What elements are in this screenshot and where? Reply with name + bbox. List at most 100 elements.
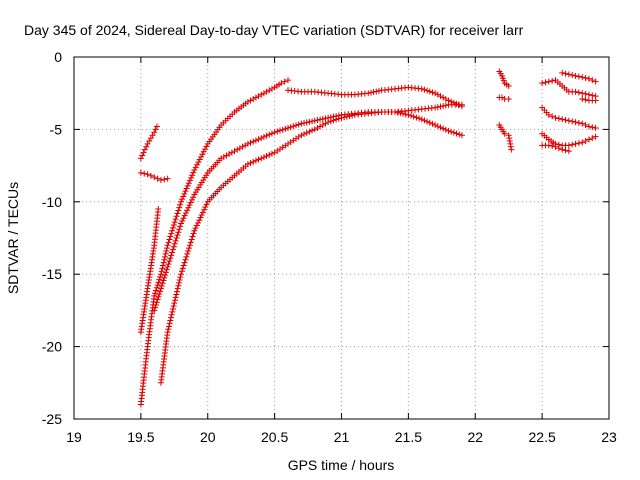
- data-point: [154, 282, 161, 289]
- data-point: [172, 237, 179, 244]
- data-point: [197, 214, 204, 221]
- data-point: [322, 115, 329, 122]
- data-point: [176, 226, 183, 233]
- x-tick-label: 19: [66, 429, 82, 445]
- chart-title: Day 345 of 2024, Sidereal Day-to-day VTE…: [24, 22, 524, 38]
- data-point: [565, 71, 572, 78]
- data-point: [167, 314, 174, 321]
- data-point: [365, 90, 372, 97]
- data-point: [314, 124, 321, 131]
- data-point: [448, 128, 455, 135]
- data-point: [453, 130, 460, 137]
- data-point: [189, 233, 196, 240]
- data-point: [562, 70, 569, 77]
- data-point: [247, 159, 254, 166]
- data-point: [250, 158, 257, 165]
- data-point: [579, 95, 586, 102]
- data-point: [188, 236, 195, 243]
- data-point: [244, 98, 251, 105]
- data-point: [418, 116, 425, 123]
- data-point: [327, 118, 334, 125]
- y-axis-tick-labels: 0 -5 -10 -15 -20 -25: [42, 49, 62, 427]
- data-point: [154, 296, 161, 303]
- data-point: [426, 88, 433, 95]
- data-point: [309, 127, 316, 134]
- data-point: [140, 149, 147, 156]
- data-point: [285, 124, 291, 131]
- data-point: [281, 78, 288, 85]
- data-point: [137, 155, 144, 162]
- data-point: [163, 248, 170, 255]
- data-point: [182, 209, 189, 216]
- data-point: [169, 305, 176, 312]
- data-point: [151, 292, 158, 299]
- data-point: [325, 119, 332, 126]
- data-point: [169, 227, 176, 234]
- data-point: [195, 159, 202, 166]
- x-tick-label: 21.5: [395, 429, 422, 445]
- data-point: [152, 301, 159, 308]
- data-point: [173, 235, 180, 241]
- data-point: [169, 249, 176, 256]
- data-point: [147, 172, 154, 179]
- x-tick-label: 23: [601, 429, 617, 445]
- data-point: [592, 124, 599, 131]
- data-point: [161, 176, 168, 183]
- data-point: [195, 219, 202, 226]
- data-point: [582, 96, 589, 103]
- data-point: [168, 311, 175, 318]
- data-point: [158, 268, 165, 275]
- series-track-10: [496, 122, 515, 153]
- data-point: [268, 150, 275, 157]
- data-point: [333, 116, 340, 123]
- data-point: [163, 266, 170, 273]
- data-point: [442, 95, 449, 102]
- data-point: [177, 274, 184, 281]
- data-point: [144, 171, 151, 178]
- data-point: [169, 224, 176, 231]
- data-point: [185, 204, 192, 211]
- data-point: [279, 126, 286, 133]
- data-point: [549, 77, 556, 84]
- data-point: [579, 139, 586, 146]
- data-point: [174, 210, 181, 217]
- data-point: [579, 90, 586, 97]
- data-point: [244, 140, 251, 147]
- data-point: [263, 132, 270, 139]
- data-point: [170, 303, 177, 310]
- data-point: [161, 253, 168, 260]
- data-point: [182, 256, 189, 263]
- series-track-2: [137, 169, 171, 184]
- x-tick-label: 20: [200, 429, 216, 445]
- y-tick-label: -10: [42, 194, 62, 210]
- data-point: [153, 299, 160, 306]
- data-point: [290, 123, 297, 130]
- data-point: [263, 153, 270, 160]
- data-point: [434, 123, 441, 130]
- data-point: [168, 230, 175, 237]
- data-point: [187, 239, 194, 246]
- data-point: [161, 274, 168, 281]
- series-track-15: [559, 69, 599, 85]
- series-track-8: [496, 68, 512, 89]
- data-point: [255, 156, 262, 163]
- data-point: [178, 271, 184, 278]
- data-point: [319, 115, 326, 122]
- data-point: [549, 113, 556, 120]
- data-point: [416, 115, 423, 122]
- data-point: [182, 188, 189, 195]
- data-point: [309, 118, 316, 125]
- data-point: [408, 112, 415, 119]
- data-point: [160, 259, 167, 266]
- data-point: [165, 261, 172, 268]
- data-point: [199, 151, 206, 158]
- data-point: [499, 94, 505, 101]
- data-point: [185, 180, 192, 187]
- data-point: [306, 118, 313, 125]
- data-point: [198, 153, 205, 160]
- data-point: [170, 221, 177, 228]
- data-point: [450, 129, 457, 136]
- data-point: [173, 288, 180, 295]
- data-point: [164, 263, 171, 270]
- series-track-1: [137, 123, 160, 162]
